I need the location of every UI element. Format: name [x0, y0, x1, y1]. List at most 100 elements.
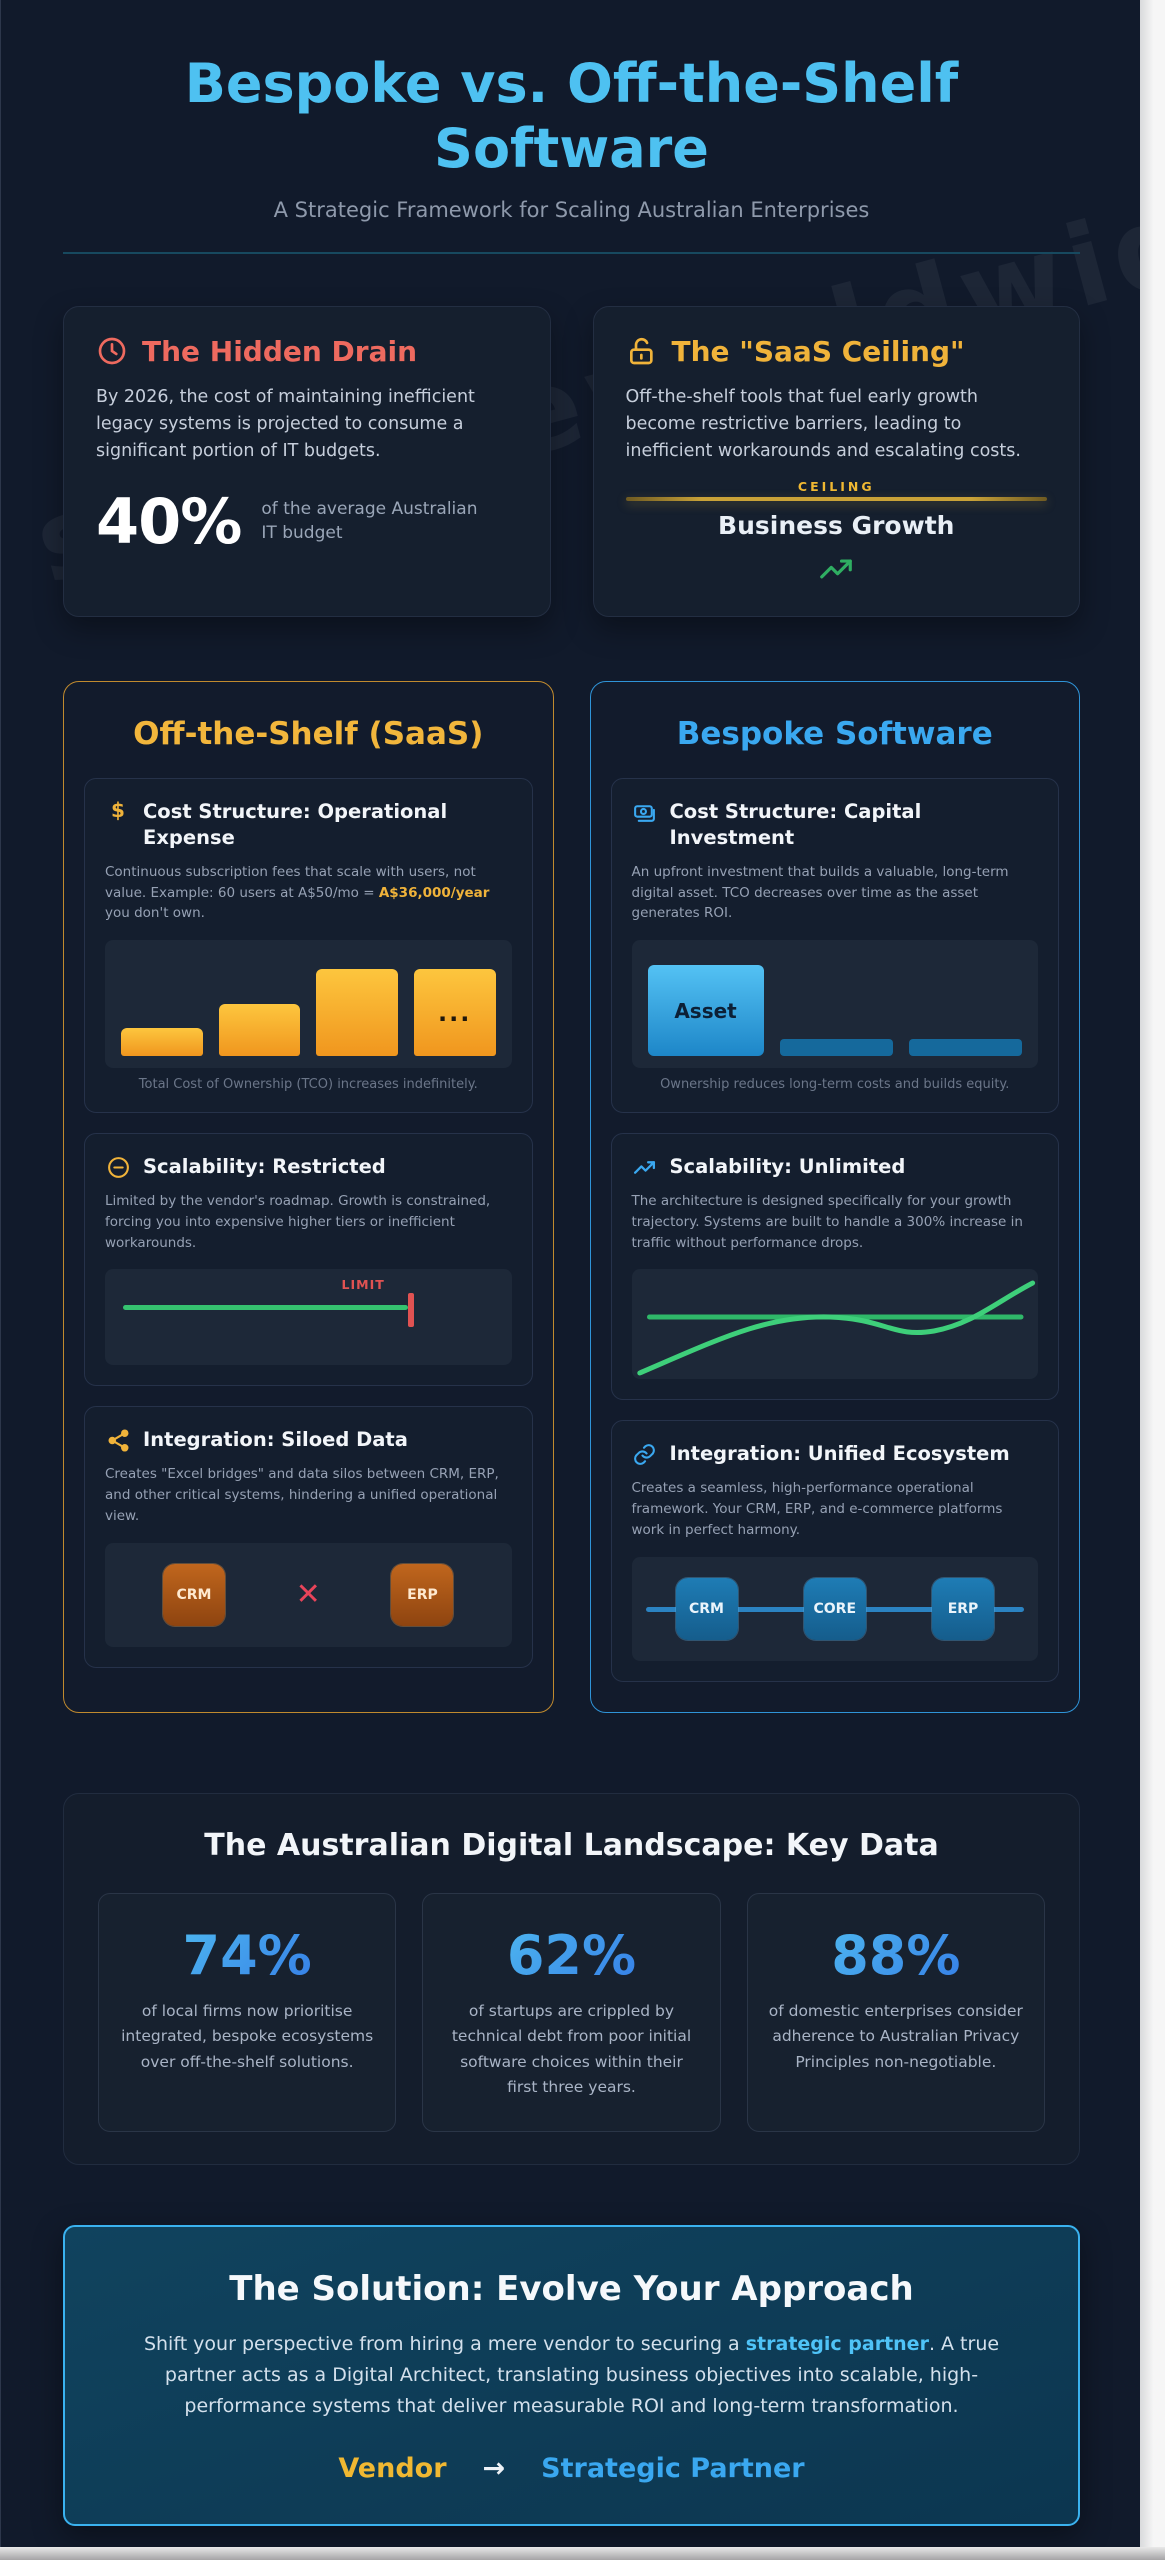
saas-cost-chart: ... [105, 940, 512, 1069]
solution-body: Shift your perspective from hiring a mer… [125, 2329, 1018, 2423]
unified-node-erp: ERP [932, 1577, 994, 1640]
saas-ceiling-card: The "SaaS Ceiling" Off-the-shelf tools t… [592, 305, 1080, 617]
hidden-drain-title: The Hidden Drain [142, 334, 418, 368]
keydata-section: The Australian Digital Landscape: Key Da… [63, 1792, 1080, 2165]
header-divider [63, 251, 1080, 254]
flat-cost-bar-2 [908, 1038, 1022, 1057]
stat-label: of local firms now prioritise integrated… [121, 2001, 374, 2071]
saas-cost-card: $ Cost Structure: Operational Expense Co… [84, 777, 533, 1114]
stat-label: of startups are crippled by technical de… [451, 2001, 692, 2097]
hidden-drain-stat-label: of the average Australian IT budget [261, 498, 478, 544]
vendor-label: Vendor [338, 2452, 447, 2484]
solution-card: The Solution: Evolve Your Approach Shift… [63, 2224, 1080, 2526]
stat-value: 62% [443, 1924, 699, 1987]
bespoke-scalability-title: Scalability: Unlimited [669, 1155, 906, 1179]
solution-title: The Solution: Evolve Your Approach [229, 2268, 914, 2309]
bespoke-integration-desc: Creates a seamless, high-performance ope… [631, 1479, 1003, 1538]
asset-bar: Asset [647, 964, 764, 1057]
bespoke-scalability-card: Scalability: Unlimited The architecture … [610, 1133, 1059, 1401]
limit-marker [407, 1293, 414, 1328]
link-icon [632, 1442, 658, 1467]
saas-cost-caption: Total Cost of Ownership (TCO) increases … [138, 1077, 478, 1093]
bespoke-cost-title: Cost Structure: Capital Investment [669, 799, 922, 850]
saas-integration-desc: Creates "Excel bridges" and data silos b… [105, 1465, 499, 1524]
stat-card-88: 88% of domestic enterprises consider adh… [746, 1892, 1045, 2132]
infographic-canvas: synapseworldwide.com Bespoke vs. Off-the… [0, 0, 1140, 2547]
bespoke-scalability-desc: The architecture is designed specificall… [631, 1192, 1023, 1251]
share-nodes-icon [105, 1428, 131, 1453]
solution-highlight: strategic partner [745, 2332, 929, 2355]
unlock-icon [626, 335, 658, 367]
saas-ceiling-title: The "SaaS Ceiling" [671, 334, 965, 368]
window-bottom-bar [0, 2547, 1165, 2560]
stat-value: 88% [768, 1924, 1024, 1987]
hidden-drain-stat-value: 40% [96, 484, 242, 558]
limit-label: LIMIT [341, 1277, 385, 1293]
page-subtitle: A Strategic Framework for Scaling Austra… [273, 197, 870, 222]
cost-bar-1 [121, 1028, 203, 1057]
stat-label: of domestic enterprises consider adheren… [768, 2001, 1023, 2071]
flat-cost-bar-1 [779, 1038, 893, 1057]
bespoke-cost-desc: An upfront investment that builds a valu… [631, 863, 1009, 922]
unified-ecosystem-visual: CRM CORE ERP [631, 1556, 1038, 1661]
ceiling-visual: CEILING Business Growth [625, 478, 1048, 588]
minus-circle-icon [105, 1155, 131, 1180]
crm-node: CRM [163, 1563, 225, 1626]
page-right-margin [1140, 0, 1165, 2547]
dollar-icon: $ [111, 797, 125, 822]
comparison-section: Off-the-Shelf (SaaS) $ Cost Structure: O… [63, 680, 1080, 1713]
trend-up-icon [632, 1155, 658, 1180]
solution-body-before: Shift your perspective from hiring a mer… [143, 2332, 746, 2355]
saas-cost-highlight: A$36,000/year [378, 884, 490, 901]
bespoke-cost-card: Cost Structure: Capital Investment An up… [610, 777, 1059, 1114]
top-cards-row: The Hidden Drain By 2026, the cost of ma… [63, 305, 1080, 617]
stat-card-74: 74% of local firms now prioritise integr… [98, 1892, 397, 2132]
saas-column-title: Off-the-Shelf (SaaS) [133, 715, 484, 752]
bespoke-cost-caption: Ownership reduces long-term costs and bu… [660, 1077, 1010, 1093]
saas-cost-desc-before: Continuous subscription fees that scale … [105, 863, 476, 901]
hidden-drain-body: By 2026, the cost of maintaining ineffic… [96, 386, 475, 461]
bespoke-integration-card: Integration: Unified Ecosystem Creates a… [610, 1420, 1059, 1682]
saas-integration-title: Integration: Siloed Data [143, 1428, 408, 1452]
cost-bar-2 [218, 1004, 301, 1057]
strategic-partner-label: Strategic Partner [541, 2452, 805, 2484]
restricted-growth-visual: LIMIT [105, 1269, 512, 1366]
saas-scalability-card: Scalability: Restricted Limited by the v… [84, 1133, 533, 1387]
cost-bar-more-label: ... [438, 998, 472, 1027]
siloed-data-visual: CRM ✕ ERP [105, 1542, 512, 1647]
saas-cost-desc: Continuous subscription fees that scale … [105, 862, 512, 925]
bespoke-cost-chart: Asset [631, 940, 1038, 1069]
saas-ceiling-body: Off-the-shelf tools that fuel early grow… [625, 386, 1021, 461]
saas-column: Off-the-Shelf (SaaS) $ Cost Structure: O… [63, 680, 554, 1713]
vendor-to-partner-row: Vendor → Strategic Partner [125, 2453, 1018, 2484]
saas-cost-desc-after: you don't own. [105, 905, 205, 922]
cross-icon: ✕ [295, 1577, 321, 1613]
erp-node: ERP [391, 1563, 454, 1626]
unlimited-growth-visual [631, 1269, 1038, 1380]
ceiling-line [625, 496, 1047, 501]
saas-cost-title: Cost Structure: Operational Expense [143, 799, 448, 850]
stat-value: 74% [119, 1924, 375, 1987]
saas-integration-card: Integration: Siloed Data Creates "Excel … [84, 1406, 533, 1668]
bespoke-column-title: Bespoke Software [676, 715, 993, 752]
keydata-title: The Australian Digital Landscape: Key Da… [204, 1827, 939, 1863]
bespoke-integration-title: Integration: Unified Ecosystem [669, 1442, 1010, 1466]
ceiling-label: CEILING [797, 478, 875, 494]
solution-body-after: . A true partner acts as a Digital Archi… [164, 2332, 1000, 2418]
trending-up-icon [626, 550, 1048, 588]
bespoke-column: Bespoke Software Cost Structure: Capital… [589, 680, 1080, 1713]
right-arrow-icon: → [482, 2452, 506, 2484]
cost-bar-3 [316, 969, 398, 1057]
growth-line [123, 1305, 408, 1311]
saas-scalability-title: Scalability: Restricted [143, 1155, 386, 1179]
page-title: Bespoke vs. Off-the-Shelf Software [184, 52, 959, 180]
hidden-drain-card: The Hidden Drain By 2026, the cost of ma… [63, 305, 551, 617]
unified-node-core: CORE [803, 1577, 866, 1640]
cost-bar-4: ... [413, 969, 496, 1057]
banknotes-icon [632, 800, 658, 825]
unified-node-crm: CRM [675, 1577, 738, 1640]
clock-icon [96, 335, 128, 367]
stat-card-62: 62% of startups are crippled by technica… [422, 1892, 721, 2132]
business-growth-label: Business Growth [718, 510, 955, 540]
saas-scalability-desc: Limited by the vendor's roadmap. Growth … [105, 1192, 491, 1251]
